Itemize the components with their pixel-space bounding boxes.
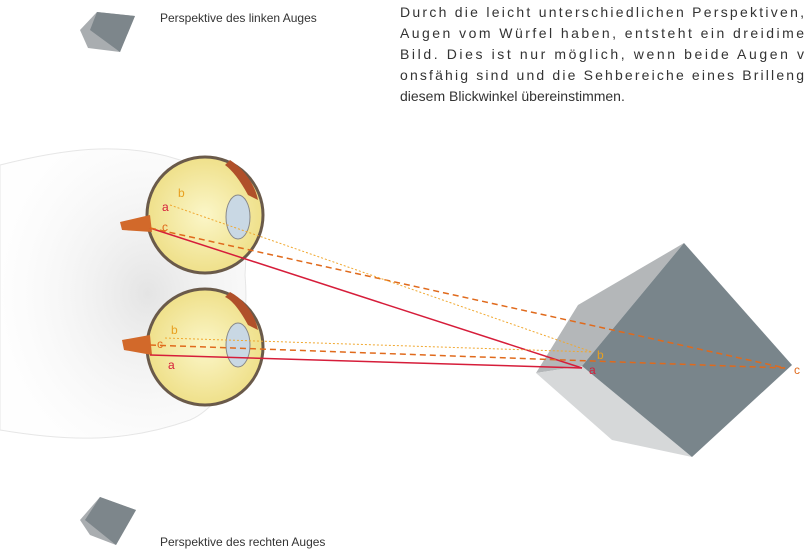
- small-cube-top: [80, 12, 135, 52]
- cube: [536, 243, 792, 457]
- label: a: [589, 363, 596, 377]
- label: b: [178, 186, 185, 200]
- caption: Perspektive des rechten Auges: [160, 535, 325, 549]
- label: b: [171, 323, 178, 337]
- label: a: [168, 358, 175, 372]
- caption: Perspektive des linken Auges: [160, 11, 317, 25]
- label: b: [597, 348, 604, 362]
- small-cube-bottom: [80, 497, 136, 545]
- label: c: [157, 337, 163, 351]
- paragraph-line: onsfähig sind und die Sehbereiche eines …: [400, 67, 804, 83]
- paragraph-line: diesem Blickwinkel übereinstimmen.: [400, 88, 625, 104]
- paragraph-line: Augen vom Würfel haben, entsteht ein dre…: [400, 25, 804, 41]
- label: c: [162, 220, 168, 234]
- label: a: [162, 200, 169, 214]
- paragraph-line: Durch die leicht unterschiedlichen Persp…: [400, 4, 804, 20]
- page: Perspektive des linken Auges Perspektive…: [0, 0, 804, 554]
- paragraph: Durch die leicht unterschiedlichen Persp…: [400, 4, 804, 104]
- illustration: Perspektive des linken Auges Perspektive…: [0, 0, 804, 554]
- paragraph-line: Bild. Dies ist nur möglich, wenn beide A…: [400, 46, 804, 62]
- label: c: [794, 363, 800, 377]
